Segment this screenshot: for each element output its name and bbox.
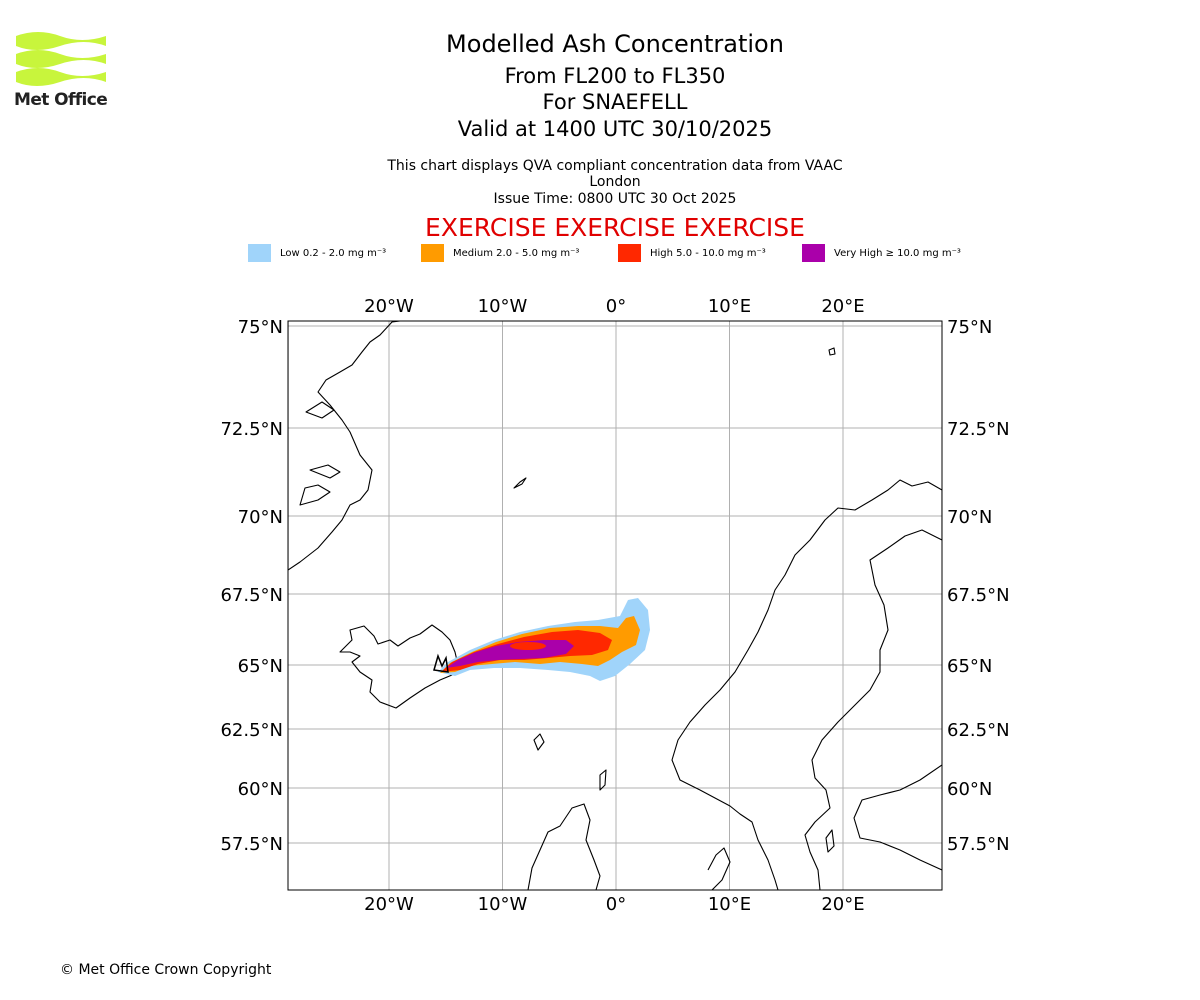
lon-tick-label-bottom: 10°E bbox=[708, 894, 751, 915]
logo-text: Met Office bbox=[14, 90, 108, 110]
ash-high-core bbox=[510, 642, 546, 650]
legend-swatch-very-high bbox=[802, 244, 825, 262]
legend-item-medium: Medium 2.0 - 5.0 mg m⁻³ bbox=[421, 244, 579, 262]
met-office-logo: Met Office bbox=[14, 28, 109, 113]
map-frame bbox=[287, 320, 943, 891]
legend-label-high: High 5.0 - 10.0 mg m⁻³ bbox=[650, 247, 766, 259]
coastline-shetland bbox=[599, 769, 607, 791]
logo-waves-icon bbox=[16, 32, 106, 86]
lon-tick-label-top: 0° bbox=[606, 296, 626, 317]
lat-tick-label-left: 67.5°N bbox=[220, 585, 283, 606]
compliance-note: This chart displays QVA compliant concen… bbox=[387, 158, 843, 190]
lat-tick-label-right: 60°N bbox=[947, 779, 992, 800]
legend-label-very-high: Very High ≥ 10.0 mg m⁻³ bbox=[834, 247, 961, 259]
lon-tick-label-bottom: 10°W bbox=[478, 894, 528, 915]
lon-tick-label-top: 10°E bbox=[708, 296, 751, 317]
coastline-bear-island bbox=[828, 347, 836, 356]
issue-time: Issue Time: 0800 UTC 30 Oct 2025 bbox=[493, 191, 737, 207]
coastline-denmark bbox=[707, 847, 731, 890]
lat-tick-label-left: 57.5°N bbox=[220, 834, 283, 855]
legend-swatch-medium bbox=[421, 244, 444, 262]
lat-tick-label-right: 65°N bbox=[947, 656, 992, 677]
legend-label-low: Low 0.2 - 2.0 mg m⁻³ bbox=[280, 247, 387, 259]
lon-tick-label-bottom: 0° bbox=[606, 894, 626, 915]
lon-tick-label-bottom: 20°W bbox=[364, 894, 414, 915]
coastline-scotland bbox=[527, 803, 601, 890]
lat-tick-label-left: 65°N bbox=[238, 656, 283, 677]
coastline-faroe bbox=[533, 733, 545, 751]
legend-item-very-high: Very High ≥ 10.0 mg m⁻³ bbox=[802, 244, 961, 262]
copyright: © Met Office Crown Copyright bbox=[60, 962, 272, 978]
map-background bbox=[288, 321, 942, 890]
lat-tick-label-right: 72.5°N bbox=[947, 419, 1010, 440]
volcano-name: For SNAEFELL bbox=[542, 90, 688, 114]
legend-item-high: High 5.0 - 10.0 mg m⁻³ bbox=[618, 244, 766, 262]
lon-tick-label-top: 20°W bbox=[364, 296, 414, 317]
ash-plume bbox=[438, 598, 650, 681]
lat-tick-label-left: 75°N bbox=[238, 317, 283, 338]
chart-title: Modelled Ash Concentration bbox=[446, 30, 784, 58]
legend-swatch-high bbox=[618, 244, 641, 262]
legend-label-medium: Medium 2.0 - 5.0 mg m⁻³ bbox=[453, 247, 580, 259]
lat-tick-label-right: 70°N bbox=[947, 507, 992, 528]
valid-time: Valid at 1400 UTC 30/10/2025 bbox=[457, 117, 773, 141]
lat-tick-label-right: 75°N bbox=[947, 317, 992, 338]
coastline-greenland-fjord-3 bbox=[305, 401, 335, 419]
coastline-jan-mayen bbox=[513, 477, 527, 489]
exercise-banner: EXERCISE EXERCISE EXERCISE bbox=[425, 213, 805, 242]
legend: Low 0.2 - 2.0 mg m⁻³ Medium 2.0 - 5.0 mg… bbox=[0, 244, 1200, 264]
graticule bbox=[288, 321, 942, 890]
lon-tick-label-bottom: 20°E bbox=[821, 894, 864, 915]
volcano-marker-icon bbox=[433, 653, 449, 673]
lat-tick-label-left: 72.5°N bbox=[220, 419, 283, 440]
lat-tick-label-left: 60°N bbox=[238, 779, 283, 800]
lat-tick-label-right: 62.5°N bbox=[947, 720, 1010, 741]
axis-ticks: 20°W 20°W 10°W 10°W 0° 0° 10°E 10°E 20°E 20°E 75°N… bbox=[220, 296, 1009, 915]
coastline-scandinavia bbox=[671, 479, 942, 890]
lon-tick-label-top: 10°W bbox=[478, 296, 528, 317]
legend-swatch-low bbox=[248, 244, 271, 262]
coastline-finland bbox=[853, 764, 942, 871]
lat-tick-label-left: 62.5°N bbox=[220, 720, 283, 741]
lat-tick-label-right: 57.5°N bbox=[947, 834, 1010, 855]
lat-tick-label-left: 70°N bbox=[238, 507, 283, 528]
lon-tick-label-top: 20°E bbox=[821, 296, 864, 317]
coastline-gotland bbox=[825, 829, 835, 853]
legend-item-low: Low 0.2 - 2.0 mg m⁻³ bbox=[248, 244, 386, 262]
coastline-greenland bbox=[288, 321, 401, 571]
flight-levels: From FL200 to FL350 bbox=[504, 64, 726, 88]
lat-tick-label-right: 67.5°N bbox=[947, 585, 1010, 606]
coastline-greenland-fjord bbox=[299, 484, 331, 506]
coastline-greenland-fjord-2 bbox=[309, 464, 341, 479]
